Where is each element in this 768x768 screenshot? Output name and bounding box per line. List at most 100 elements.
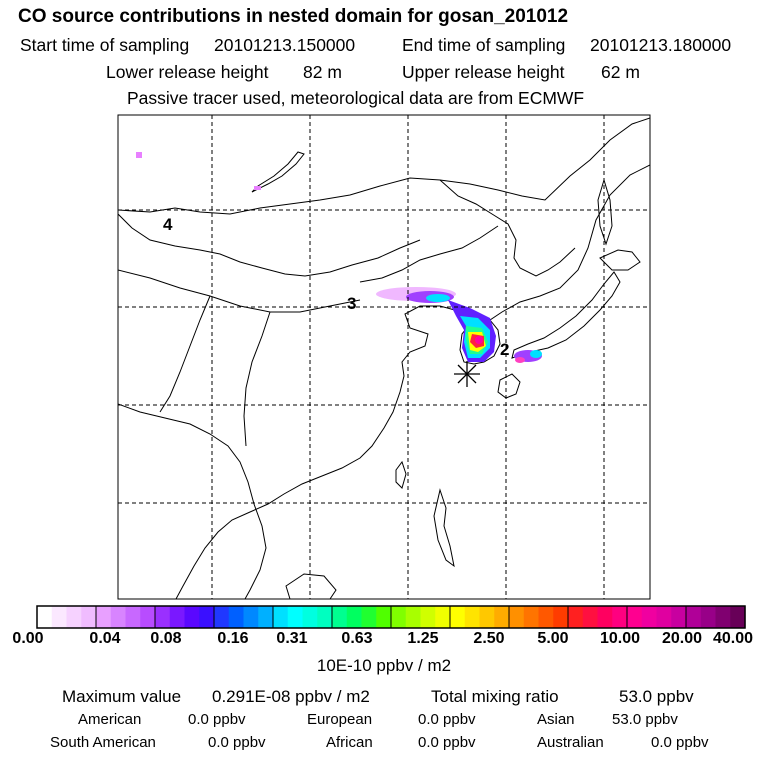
legend-swatch-25 (405, 606, 422, 628)
japan-kyushu (497, 373, 521, 399)
legend-swatch-7 (140, 606, 156, 628)
lower-release-value: 82 m (303, 62, 342, 82)
tracer-note: Passive tracer used, meteorological data… (127, 88, 585, 108)
border-mongolia-russia (118, 213, 421, 277)
region-name-south-american: South American (50, 734, 156, 751)
legend-swatch-17 (287, 606, 304, 628)
legend-swatch-32 (509, 606, 525, 628)
region-value-african: 0.0 ppbv (418, 734, 476, 751)
max-value: 0.291E-08 ppbv / m2 (212, 687, 370, 706)
region-value-south-american: 0.0 ppbv (208, 734, 266, 751)
max-value-label: Maximum value (62, 687, 182, 706)
legend-swatch-1 (51, 606, 68, 628)
upper-release-label: Upper release height (402, 62, 565, 82)
plume-core-magenta (475, 336, 483, 344)
day-label-2: 2 (500, 340, 509, 359)
legend-swatch-22 (361, 606, 377, 628)
legend-swatch-43 (671, 606, 687, 628)
legend-swatch-36 (568, 606, 584, 628)
legend-swatch-38 (597, 606, 613, 628)
asterisk-marker (454, 361, 480, 387)
region-value-australian: 0.0 ppbv (651, 734, 709, 751)
legend-swatch-23 (376, 606, 392, 628)
borneo-fragment (285, 573, 337, 599)
region-name-european: European (307, 711, 373, 728)
legend-swatch-0 (37, 606, 53, 628)
graticule (118, 115, 650, 599)
legend-swatch-26 (420, 606, 436, 628)
legend-swatch-18 (302, 606, 318, 628)
region-name-african: African (326, 734, 373, 751)
legend-swatch-27 (435, 606, 451, 628)
lower-release-label: Lower release height (106, 62, 269, 82)
legend-swatch-42 (656, 606, 672, 628)
total-mixing-value: 53.0 ppbv (619, 687, 694, 706)
legend-tick-9: 10.00 (599, 630, 641, 647)
legend-swatch-34 (538, 606, 554, 628)
legend-tick-2: 0.08 (150, 630, 182, 647)
day-label-3: 3 (347, 294, 356, 313)
legend-tick-5: 0.63 (341, 630, 373, 647)
legend-swatch-35 (553, 606, 569, 628)
legend-swatch-20 (332, 606, 348, 628)
legend-tick-8: 5.00 (537, 630, 569, 647)
legend-swatch-29 (464, 606, 481, 628)
border-interior-3 (243, 311, 271, 447)
legend-swatch-33 (523, 606, 540, 628)
region-value-american: 0.0 ppbv (188, 711, 246, 728)
japan-honshu (511, 271, 621, 359)
legend-colorbar-frame (36, 605, 746, 629)
total-mixing-label: Total mixing ratio (431, 687, 559, 706)
region-value-european: 0.0 ppbv (418, 711, 476, 728)
map-frame (117, 114, 651, 600)
legend-swatch-46 (715, 606, 731, 628)
upper-release-value: 62 m (601, 62, 640, 82)
legend-colorbar (37, 606, 746, 628)
legend-swatch-24 (391, 606, 407, 628)
legend-swatch-45 (700, 606, 717, 628)
plot-title: CO source contributions in nested domain… (18, 6, 569, 27)
legend-tick-6: 1.25 (407, 630, 439, 647)
start-time-value: 20101213.150000 (214, 35, 356, 55)
border-china-mongolia (359, 225, 499, 283)
legend-tick-3: 0.16 (217, 630, 249, 647)
legend-tick-1: 0.04 (89, 630, 121, 647)
legend-units: 10E-10 ppbv / m2 (316, 656, 452, 675)
legend-swatch-16 (273, 606, 289, 628)
border-manchuria (439, 179, 576, 277)
legend-tick-11: 40.00 (712, 630, 754, 647)
plume-japan-cyan (530, 350, 542, 358)
legend-swatch-3 (81, 606, 97, 628)
legend-tick-7: 2.50 (473, 630, 505, 647)
border-interior-1 (118, 269, 361, 313)
legend-swatch-8 (155, 606, 171, 628)
legend-swatch-37 (582, 606, 599, 628)
start-time-label: Start time of sampling (20, 35, 190, 55)
japan-hokkaido (599, 249, 641, 271)
legend-swatch-10 (184, 606, 200, 628)
plume-band-cyan (426, 294, 450, 302)
legend-swatch-28 (450, 606, 466, 628)
legend-swatch-19 (317, 606, 333, 628)
legend-tick-4: 0.31 (276, 630, 308, 647)
region-name-american: American (78, 711, 142, 728)
legend-swatch-6 (125, 606, 141, 628)
plume-speck-1 (136, 152, 142, 158)
legend-swatch-31 (494, 606, 510, 628)
legend-swatch-14 (243, 606, 259, 628)
region-name-australian: Australian (537, 734, 604, 751)
coastline-north (118, 117, 650, 215)
legend-swatch-41 (641, 606, 658, 628)
legend-swatch-30 (479, 606, 495, 628)
region-value-asian: 53.0 ppbv (612, 711, 678, 728)
indochina (118, 403, 267, 599)
border-interior-2 (159, 295, 211, 413)
legend-swatch-12 (214, 606, 230, 628)
plume-japan-pink (515, 357, 525, 363)
legend-swatch-11 (199, 606, 215, 628)
legend-swatch-5 (110, 606, 127, 628)
legend-swatch-44 (686, 606, 702, 628)
legend-swatch-4 (96, 606, 112, 628)
legend-swatch-13 (228, 606, 245, 628)
